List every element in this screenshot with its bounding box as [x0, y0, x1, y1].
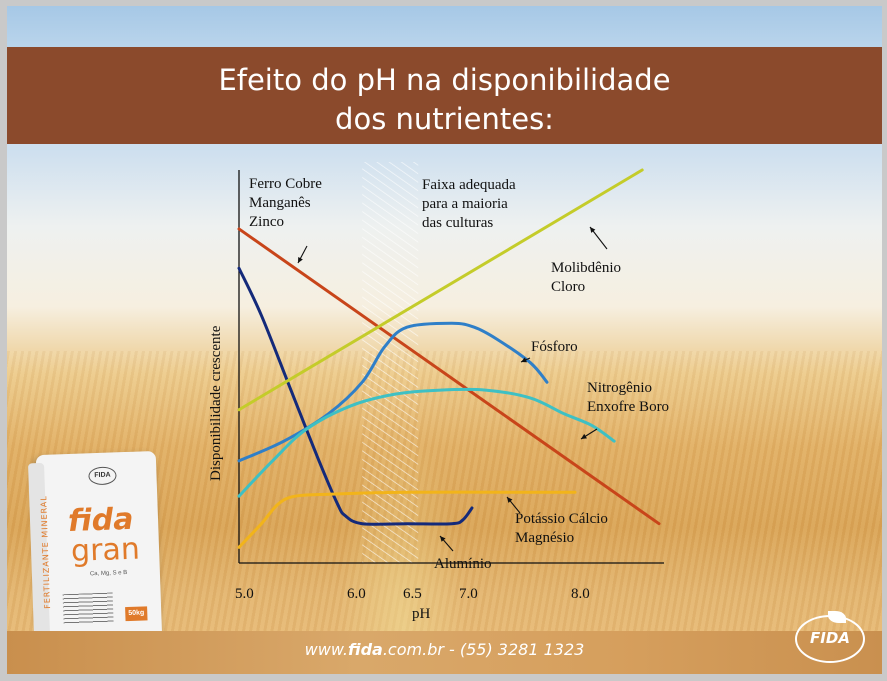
series-line-ferro	[237, 227, 661, 526]
bag-weight: 50kg	[125, 606, 148, 622]
band-label-line-3: das culturas	[422, 215, 493, 231]
x-tick-label-7.0: 7.0	[459, 586, 478, 602]
x-tick-label-6.5: 6.5	[403, 586, 422, 602]
band-label-line-2: para a maioria	[422, 196, 508, 212]
x-axis-label: pH	[412, 606, 431, 622]
series-label-ferro-line-2: Manganês	[249, 195, 311, 211]
arrowhead-ferro	[298, 257, 303, 263]
series-label-ferro-line-1: Ferro Cobre	[249, 176, 322, 192]
bag-subtitle: Ca, Mg, S e B	[89, 570, 128, 578]
series-label-molibdenio-line-2: Cloro	[551, 279, 585, 295]
leaf-icon	[828, 611, 846, 623]
arrowhead-potassio	[507, 497, 513, 503]
bag-product: gran	[70, 531, 141, 569]
arrowhead-aluminio	[440, 536, 446, 542]
series-line-potassio	[237, 490, 577, 549]
series-label-potassio-line-2: Magnésio	[515, 530, 574, 546]
bag-emblem: FIDA	[88, 466, 117, 486]
series-label-nitrogenio-line-1: Nitrogênio	[587, 380, 652, 396]
footer-contact: www.fida.com.br - (55) 3281 1323	[7, 640, 882, 659]
x-tick-label-5.0: 5.0	[235, 586, 254, 602]
series-line-aluminio	[237, 266, 474, 526]
bag-fine-print	[62, 592, 114, 625]
footer-bar	[7, 631, 882, 674]
arrowhead-nitrogenio	[581, 433, 587, 439]
series-label-ferro-line-3: Zinco	[249, 214, 284, 230]
arrowhead-molibdenio	[590, 227, 596, 233]
ph-availability-chart: 5.0 6.0 6.5 7.0 8.0 pH Disponibilidade crescen…	[208, 162, 669, 622]
series-line-nitrogenio	[237, 387, 616, 498]
x-tick-label-6.0: 6.0	[347, 586, 366, 602]
slide-title-line-2: dos nutrientes:	[335, 102, 554, 136]
series-label-fosforo-line-1: Fósforo	[531, 339, 578, 355]
series-label-aluminio-line-1: Alumínio	[434, 556, 492, 572]
logo-text: FIDA	[810, 629, 850, 647]
y-axis-label: Disponibilidade crescente	[208, 325, 224, 481]
slide: Efeito do pH na disponibilidade dos nutr…	[7, 6, 882, 674]
fertilizer-bag-image: FERTILIZANTE MINERAL FIDA fida gran Ca, …	[28, 450, 163, 646]
series-label-molibdenio-line-1: Molibdênio	[551, 260, 621, 276]
footer-suffix: .com.br - (55) 3281 1323	[382, 640, 585, 659]
title-band	[7, 47, 882, 144]
series-label-potassio-line-1: Potássio Cálcio	[515, 511, 608, 527]
x-tick-label-8.0: 8.0	[571, 586, 590, 602]
suitable-ph-band	[362, 162, 419, 563]
footer-prefix: www.	[304, 640, 348, 659]
band-label-line-1: Faixa adequada	[422, 177, 516, 193]
arrowhead-fosforo	[521, 357, 527, 363]
footer-brand: fida	[348, 640, 383, 659]
fida-logo: FIDA	[795, 611, 865, 663]
series-label-nitrogenio-line-2: Enxofre Boro	[587, 399, 669, 415]
series-line-molibdenio	[237, 168, 644, 412]
slide-title-line-1: Efeito do pH na disponibilidade	[218, 63, 671, 97]
